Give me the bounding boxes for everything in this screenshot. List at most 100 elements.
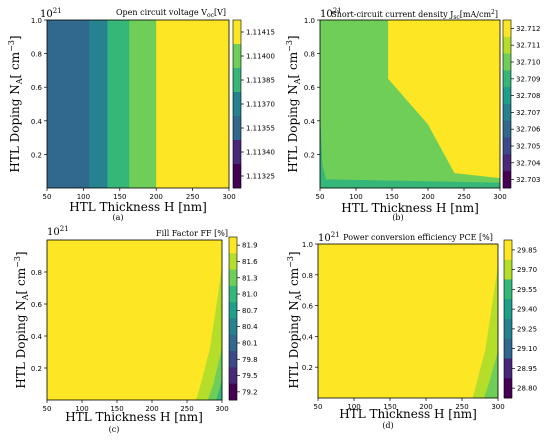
panel-d-ytick-label-0: 0.2 <box>302 364 313 372</box>
panel-b-xtick-label-3: 200 <box>421 193 434 201</box>
panel-a-colorbar-label-6: 1.11325 <box>246 173 275 181</box>
panel-c-colorbar-segment-7 <box>229 351 237 368</box>
panel-c-region-main <box>47 240 222 400</box>
panel-c-colorbar-label-8: 79.5 <box>242 372 258 380</box>
panel-b-xtick-label-0: 50 <box>316 193 325 201</box>
panel-d-colorbar-frame <box>503 239 513 399</box>
panel-c-ytick-label-3: 0.8 <box>31 269 42 277</box>
panel-d-colorbar-segment-7 <box>504 378 512 399</box>
panel-a-colorbar-segment-4 <box>233 116 241 141</box>
panel-b-colorbar-segment-1 <box>503 36 511 54</box>
panel-c-colorbar-segment-5 <box>229 318 237 336</box>
panel-b-colorbar-label-4: 32.708 <box>516 92 541 100</box>
panel-d-colorbar-label-5: 29.10 <box>517 345 537 353</box>
panel-d-y-offset: 1021 <box>318 231 340 244</box>
panel-d-ytick-label-4: 1.0 <box>302 241 313 249</box>
panel-c-x-ticks: 50 100 150 200 250 300 <box>43 400 229 413</box>
panel-a-colorbar-segment-1 <box>233 44 241 69</box>
panel-a-ytick-label-1: 0.4 <box>31 118 43 126</box>
panel-a-colorbar-segment-5 <box>233 140 241 165</box>
panel-b-x-ticks: 50 100 150 200 250 300 <box>316 188 507 201</box>
panel-a-colorbar-segment-6 <box>233 164 241 189</box>
panel-c-colorbar-label-2: 81.3 <box>242 274 258 282</box>
panel-b-colorbar-segment-9 <box>503 171 511 189</box>
panel-d-colorbar-segment-5 <box>504 338 512 359</box>
panel-c-xlabel: HTL Thickness H [nm] <box>65 410 203 424</box>
panel-b: 1021 Short-circuit current density Jsc[m… <box>285 7 541 222</box>
panel-b-xtick-label-2: 150 <box>385 193 398 201</box>
panel-c-colorbar-segment-0 <box>229 237 237 254</box>
panel-d-colorbar-label-2: 29.55 <box>517 286 537 294</box>
panel-c-ylabel: HTL Doping NA[ cm−3] <box>13 251 30 388</box>
panel-b-ytick-label-3: 0.8 <box>304 51 315 59</box>
panel-a-xtick-label-4: 250 <box>186 193 199 201</box>
panel-c-xtick-label-1: 100 <box>75 405 88 413</box>
panel-d-region-main <box>318 244 498 398</box>
panel-c-ytick-label-1: 0.4 <box>31 333 43 341</box>
panel-b-colorbar-label-1: 32.711 <box>516 42 541 50</box>
panel-a-panel-label: (a) <box>112 213 123 222</box>
panel-b-colorbar-label-2: 32.710 <box>516 59 541 67</box>
panel-b-frame <box>319 19 501 189</box>
panel-a-colorbar-label-5: 1.11340 <box>246 149 275 157</box>
panel-c-title: Fill Factor FF [%] <box>156 229 228 238</box>
panel-a-colorbar-frame <box>232 19 242 189</box>
panel-c-colorbar: 81.9 81.6 81.3 81.0 80.7 80.4 80.1 79.8 79.5 79.2 <box>228 236 258 401</box>
panel-b-colorbar: 32.712 32.711 32.710 32.709 32.708 32.707 32.7… <box>502 19 541 189</box>
panel-b-panel-label: (b) <box>392 213 403 222</box>
panel-d-ytick-label-1: 0.4 <box>302 333 314 341</box>
panel-a-xtick-label-5: 300 <box>222 193 235 201</box>
panel-b-y-offset: 1021 <box>320 7 342 20</box>
panel-b-ytick-label-1: 0.4 <box>304 118 316 126</box>
panel-a-xtick-label-2: 150 <box>113 193 126 201</box>
panel-d-colorbar-segment-3 <box>504 299 512 320</box>
panel-d-x-ticks: 50 100 150 200 250 300 <box>314 398 505 411</box>
panel-b-title: Short-circuit current density Jsc[mA/cm2… <box>331 9 498 21</box>
panel-a-colorbar-label-0: 1.11415 <box>246 29 275 37</box>
panel-d-title: Power conversion efficiency PCE [%] <box>343 233 493 242</box>
panel-a-band-3 <box>129 20 157 188</box>
panel-d-colorbar-segment-0 <box>504 240 512 261</box>
panel-c-xtick-label-2: 150 <box>110 405 123 413</box>
panel-c-colorbar-label-9: 79.2 <box>242 388 258 396</box>
panel-d-panel-label: (d) <box>382 421 393 430</box>
panel-c-ytick-label-2: 0.6 <box>31 301 43 309</box>
panel-b-colorbar-segment-5 <box>503 104 511 122</box>
panel-b-ytick-label-4: 1.0 <box>304 17 315 25</box>
panel-d-ylabel: HTL Doping NA[ cm−3] <box>286 251 303 388</box>
panel-a-colorbar-label-2: 1.11385 <box>246 77 275 85</box>
panel-d-xtick-label-0: 50 <box>314 403 323 411</box>
panel-a-ytick-label-2: 0.6 <box>31 84 43 92</box>
panel-c-colorbar-label-3: 81.0 <box>242 291 258 299</box>
panel-a-ytick-label-3: 0.8 <box>31 51 42 59</box>
panel-a: 1021 Open circuit voltage Voc[V] 0.20.40… <box>7 7 275 222</box>
panel-d-xtick-label-4: 250 <box>455 403 468 411</box>
panel-c-colorbar-label-1: 81.6 <box>242 258 258 266</box>
panel-c-y-offset: 1021 <box>47 225 69 238</box>
panel-c-y-ticks: 0.2 0.4 0.6 0.8 <box>31 269 47 373</box>
panel-c-colorbar-label-7: 79.8 <box>242 356 258 364</box>
panel-b-colorbar-label-0: 32.712 <box>516 25 541 33</box>
panel-b-ytick-label-0: 0.2 <box>304 151 315 159</box>
panel-a-y-ticks: 0.2 0.4 0.6 0.8 1.0 <box>31 17 47 159</box>
panel-a-frame <box>46 19 230 189</box>
panel-b-colorbar-segment-3 <box>503 70 511 88</box>
panel-d-colorbar-label-7: 28.80 <box>517 385 537 393</box>
panel-b-colorbar-segment-0 <box>503 20 511 38</box>
panel-b-colorbar-label-6: 32.706 <box>516 126 541 134</box>
panel-d-colorbar-segment-4 <box>504 319 512 340</box>
panel-d-colorbar: 29.85 29.70 29.55 29.40 29.25 29.10 28.95 28.80 <box>503 239 537 399</box>
panel-c-colorbar-segment-3 <box>229 285 237 303</box>
panel-d-colorbar-label-1: 29.70 <box>517 266 537 274</box>
panel-d-colorbar-label-3: 29.40 <box>517 306 537 314</box>
panel-a-band-1 <box>89 20 108 188</box>
panel-a-xtick-label-1: 100 <box>77 193 90 201</box>
panel-d-xtick-label-2: 150 <box>383 403 396 411</box>
panel-a-ytick-label-4: 1.0 <box>31 17 42 25</box>
panel-a-plot <box>47 20 230 188</box>
panel-d-frame <box>317 243 499 399</box>
panel-b-xtick-label-4: 250 <box>457 193 470 201</box>
panel-d-colorbar-label-6: 28.95 <box>517 365 537 373</box>
panel-c-colorbar-segment-9 <box>229 383 237 401</box>
panel-b-xtick-label-1: 100 <box>349 193 362 201</box>
